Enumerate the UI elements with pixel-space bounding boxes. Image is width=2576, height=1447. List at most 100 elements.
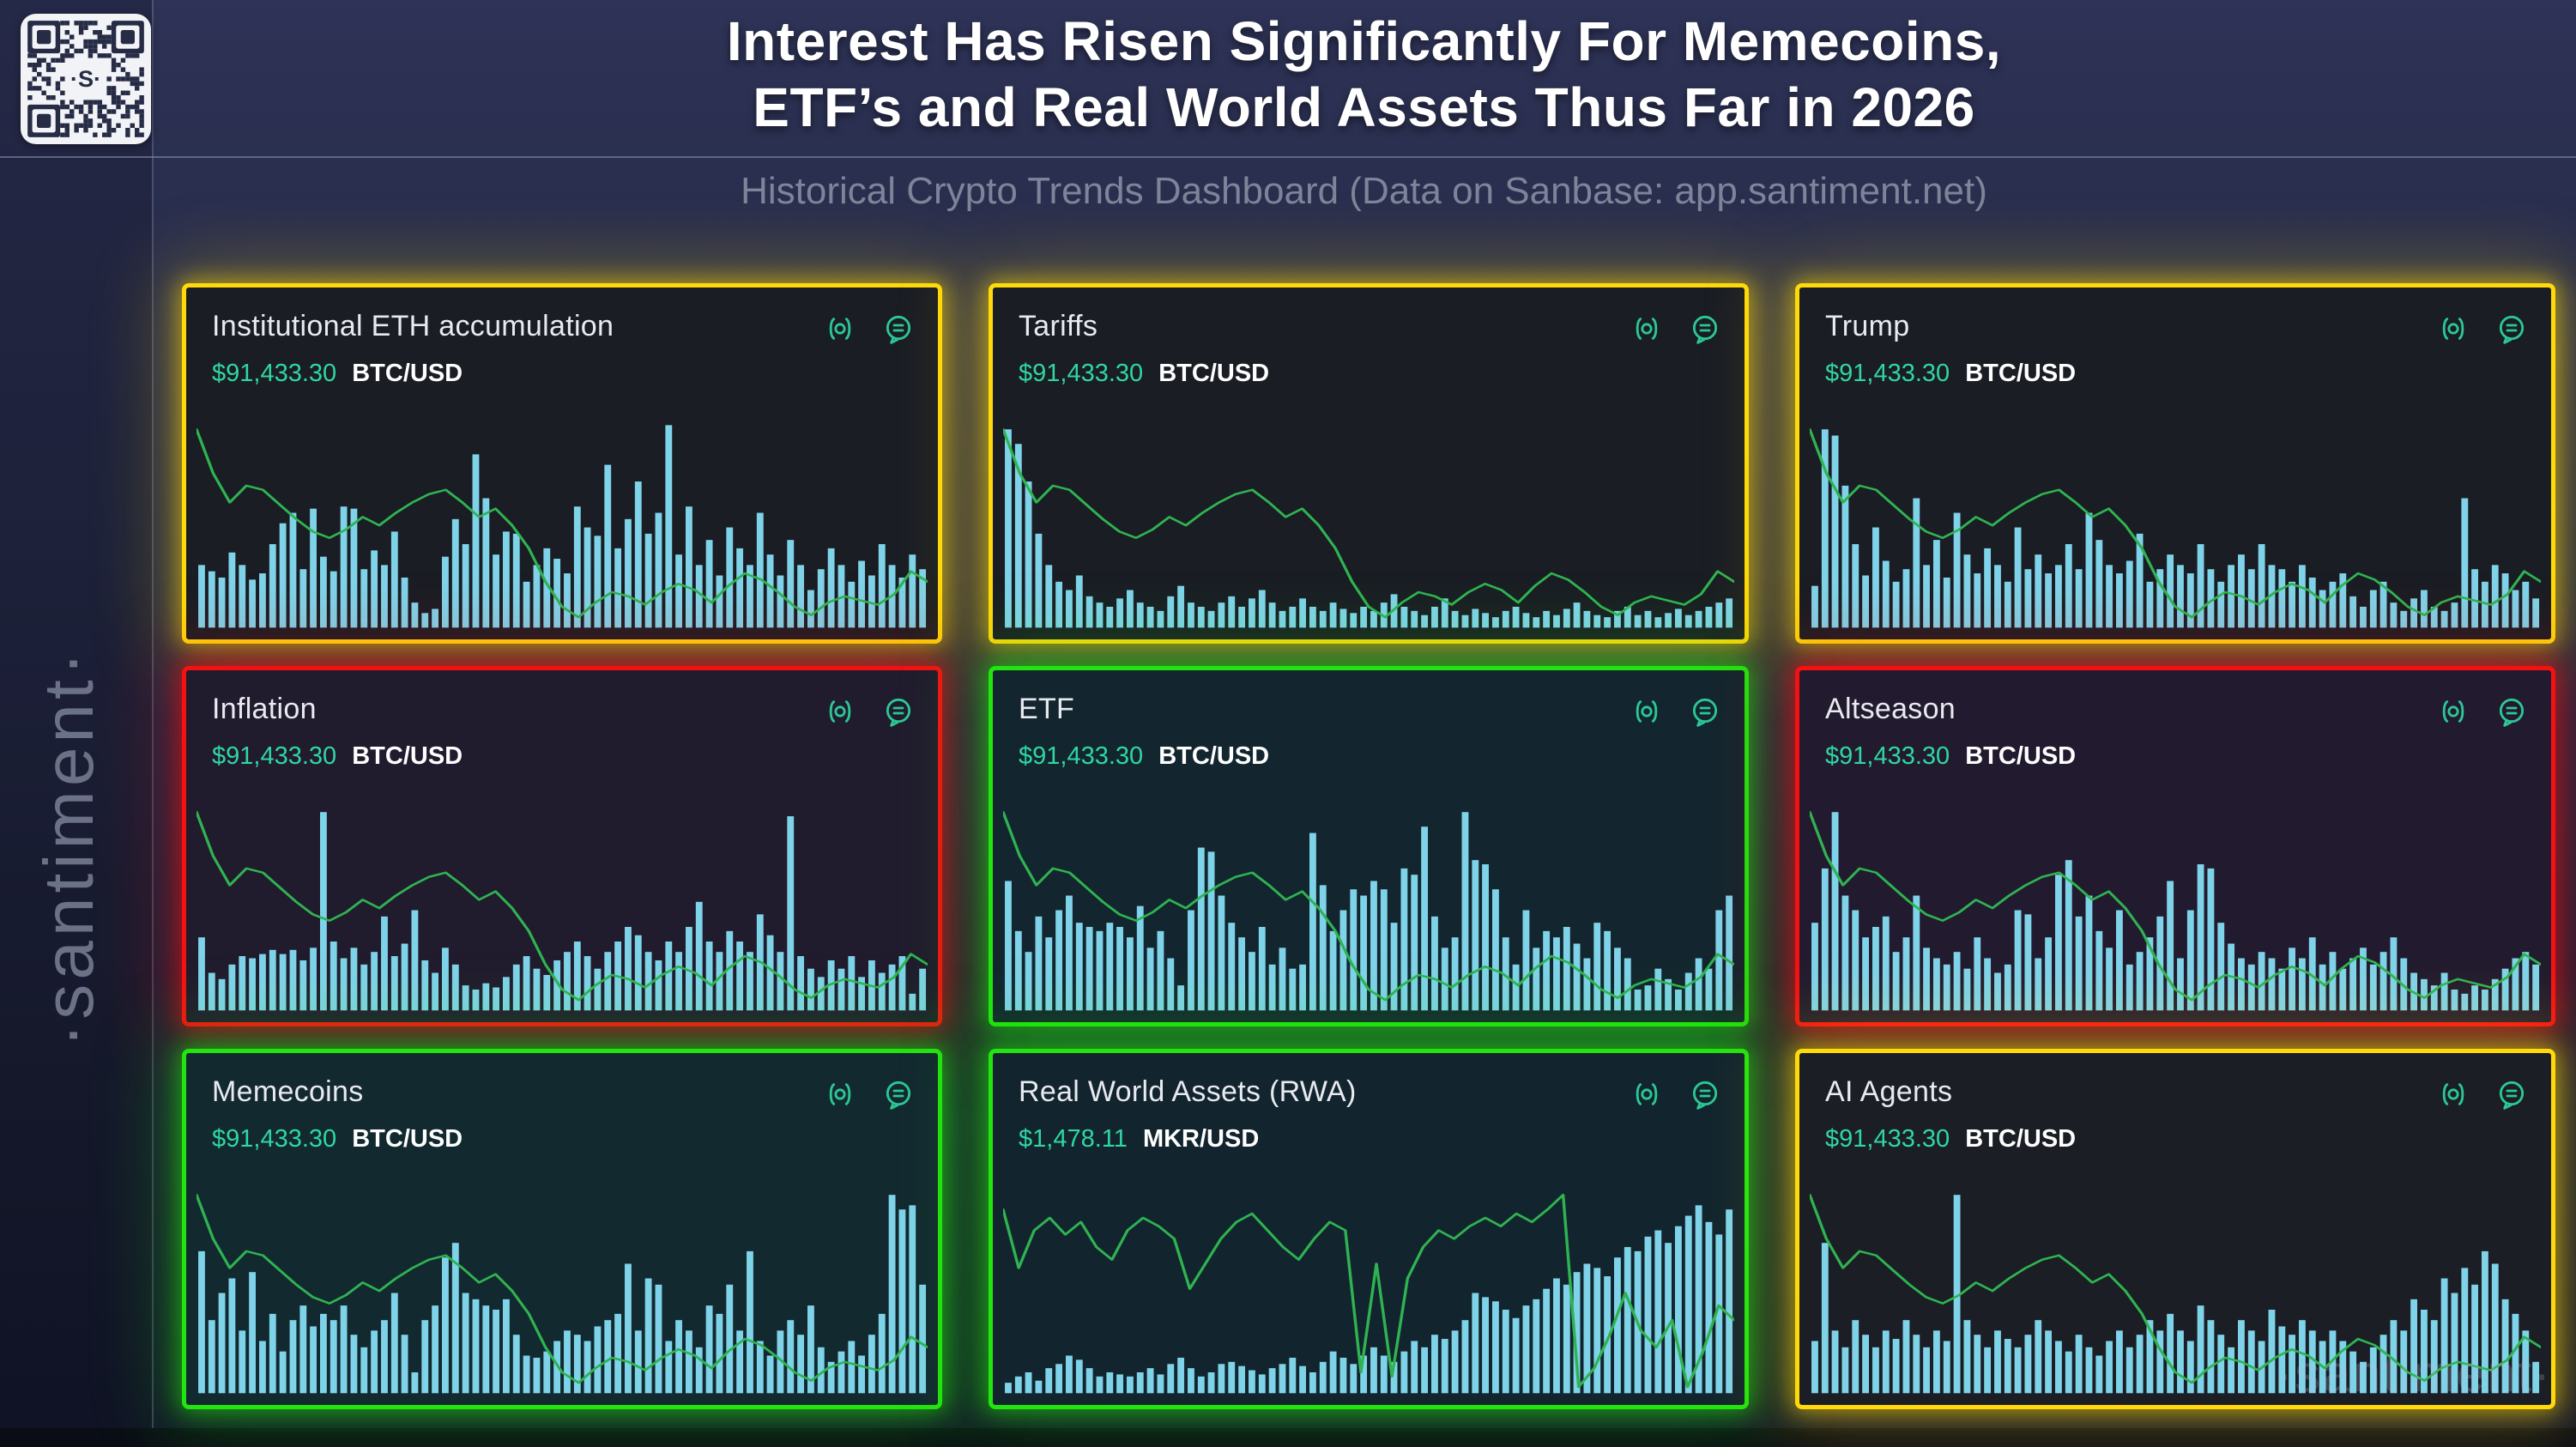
asset-price: $91,433.30 BTC/USD	[993, 742, 1745, 771]
price-value: $91,433.30	[1825, 360, 1950, 387]
price-pair: BTC/USD	[352, 1125, 463, 1153]
price-pair: BTC/USD	[352, 742, 463, 770]
chart-panel-altseason: Altseason $91,433.30 BTC/USD	[1795, 666, 2555, 1026]
chart-panel-institutional-eth-accumulation: Institutional ETH accumulation $91,433.3…	[182, 283, 942, 644]
comments-icon[interactable]	[881, 312, 916, 346]
panel-actions	[823, 312, 916, 346]
panel-title: Inflation	[212, 693, 317, 725]
page-title-line-2: ETF’s and Real World Assets Thus Far in …	[753, 76, 1975, 138]
asset-price: $91,433.30 BTC/USD	[993, 360, 1745, 388]
panel-title: Tariffs	[1019, 310, 1098, 342]
comments-icon[interactable]	[1688, 1077, 1722, 1111]
panel-actions	[2436, 312, 2529, 346]
comments-icon[interactable]	[881, 1077, 916, 1111]
price-pair: BTC/USD	[1158, 742, 1270, 770]
chart-panel-real-world-assets-rwa: Real World Assets (RWA) $1,478.11 MKR/US…	[989, 1049, 1749, 1409]
price-value: $1,478.11	[1019, 1125, 1128, 1153]
sidebar	[0, 0, 152, 1447]
signal-icon[interactable]	[823, 312, 857, 346]
bars-and-price-line	[197, 1193, 928, 1394]
asset-price: $1,478.11 MKR/USD	[993, 1125, 1745, 1153]
svg-text:·S·: ·S·	[70, 65, 101, 92]
header-divider	[0, 156, 2576, 158]
bars-and-price-line	[1810, 810, 2541, 1011]
price-value: $91,433.30	[212, 1125, 337, 1153]
bars-and-price-line	[197, 425, 928, 628]
panel-actions	[823, 1077, 916, 1111]
asset-price: $91,433.30 BTC/USD	[1799, 1125, 2551, 1153]
sidebar-divider	[152, 0, 154, 1447]
trend-chart	[197, 1175, 928, 1396]
chart-panel-tariffs: Tariffs $91,433.30 BTC/USD	[989, 283, 1749, 644]
price-value: $91,433.30	[1019, 742, 1144, 770]
asset-price: $91,433.30 BTC/USD	[186, 1125, 938, 1153]
panel-actions	[2436, 694, 2529, 729]
price-pair: BTC/USD	[1965, 1125, 2077, 1153]
bars-and-price-line	[1003, 427, 1734, 628]
panel-actions	[1630, 694, 1722, 729]
chart-panel-trump: Trump $91,433.30 BTC/USD	[1795, 283, 2555, 644]
panel-actions	[1630, 1077, 1722, 1111]
asset-price: $91,433.30 BTC/USD	[186, 742, 938, 771]
panel-title: Altseason	[1825, 693, 1956, 725]
comments-icon[interactable]	[1688, 312, 1722, 346]
comments-icon[interactable]	[2494, 1077, 2529, 1111]
price-value: $91,433.30	[212, 742, 337, 770]
panel-title: Institutional ETH accumulation	[212, 310, 614, 342]
trend-chart	[1810, 792, 2541, 1014]
trend-chart	[1810, 1175, 2541, 1396]
price-pair: BTC/USD	[352, 360, 463, 387]
panel-title: Trump	[1825, 310, 1910, 342]
asset-price: $91,433.30 BTC/USD	[186, 360, 938, 388]
trend-chart	[1003, 409, 1734, 631]
chart-panel-memecoins: Memecoins $91,433.30 BTC/USD	[182, 1049, 942, 1409]
trend-chart	[197, 792, 928, 1014]
panel-title: Memecoins	[212, 1075, 364, 1108]
qr-code: ·S·	[21, 14, 151, 144]
page-header: Interest Has Risen Significantly For Mem…	[152, 9, 2576, 213]
panel-title: Real World Assets (RWA)	[1019, 1075, 1357, 1108]
comments-icon[interactable]	[2494, 312, 2529, 346]
price-pair: MKR/USD	[1142, 1125, 1260, 1153]
bars-and-price-line	[1810, 427, 2541, 628]
signal-icon[interactable]	[2436, 312, 2470, 346]
bars-and-price-line	[197, 810, 928, 1011]
price-value: $91,433.30	[212, 360, 337, 387]
signal-icon[interactable]	[1630, 312, 1664, 346]
signal-icon[interactable]	[2436, 694, 2470, 729]
signal-icon[interactable]	[1630, 1077, 1664, 1111]
chart-panel-ai-agents: AI Agents $91,433.30 BTC/USD	[1795, 1049, 2555, 1409]
signal-icon[interactable]	[1630, 694, 1664, 729]
chart-panel-etf: ETF $91,433.30 BTC/USD	[989, 666, 1749, 1026]
panel-actions	[2436, 1077, 2529, 1111]
price-value: $91,433.30	[1825, 742, 1950, 770]
panels-grid: Institutional ETH accumulation $91,433.3…	[182, 283, 2555, 1409]
page-title: Interest Has Risen Significantly For Mem…	[152, 9, 2576, 141]
brand-santiment-vertical: ·santiment·	[30, 647, 108, 1047]
price-value: $91,433.30	[1019, 360, 1144, 387]
watermark-santiment: ·santiment·	[2276, 1345, 2553, 1402]
price-value: $91,433.30	[1825, 1125, 1950, 1153]
comments-icon[interactable]	[881, 694, 916, 729]
bars-and-price-line	[1810, 1193, 2541, 1394]
page-subtitle: Historical Crypto Trends Dashboard (Data…	[741, 169, 1987, 212]
footer-strip	[0, 1428, 2576, 1447]
asset-price: $91,433.30 BTC/USD	[1799, 360, 2551, 388]
price-pair: BTC/USD	[1158, 360, 1270, 387]
signal-icon[interactable]	[823, 694, 857, 729]
signal-icon[interactable]	[2436, 1077, 2470, 1111]
bars-and-price-line	[1003, 810, 1734, 1011]
comments-icon[interactable]	[1688, 694, 1722, 729]
trend-chart	[1003, 792, 1734, 1014]
panel-actions	[1630, 312, 1722, 346]
trend-chart	[197, 409, 928, 631]
comments-icon[interactable]	[2494, 694, 2529, 729]
price-pair: BTC/USD	[1965, 360, 2077, 387]
signal-icon[interactable]	[823, 1077, 857, 1111]
trend-chart	[1810, 409, 2541, 631]
panel-actions	[823, 694, 916, 729]
trend-chart	[1003, 1175, 1734, 1396]
asset-price: $91,433.30 BTC/USD	[1799, 742, 2551, 771]
price-pair: BTC/USD	[1965, 742, 2077, 770]
